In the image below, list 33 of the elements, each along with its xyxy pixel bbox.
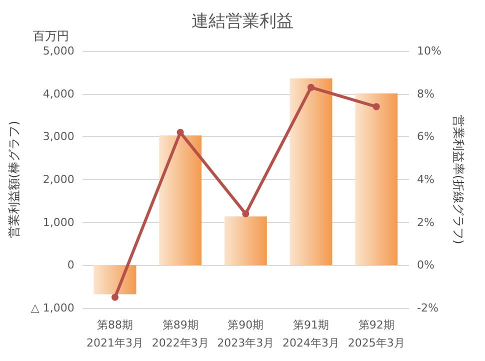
point [176,128,184,136]
point [112,294,119,301]
y2-tick-label: 0% [417,258,434,272]
y-tick-label: 5,000 [42,44,74,58]
x-tick-label: 第88期 2021年3月 [86,318,144,350]
y2-tick-label: 2% [417,216,434,229]
x-tick-label: 第91期 2024年3月 [282,318,340,350]
bar [355,93,398,266]
y-tick-label: 4,000 [42,87,74,100]
y2-tick-label: 4% [417,173,434,186]
text: 百万円 [33,29,69,43]
y-tick-label: 1,000 [42,216,74,229]
y-tick-label: 0 [67,258,74,272]
bar [159,135,202,266]
bar [224,216,267,266]
x-tick-label: 第90期 2023年3月 [217,318,274,350]
bar [94,265,136,294]
y-axis-title: 営業利益額(棒グラフ) [7,120,21,238]
bar [290,78,332,266]
y2-tick-label: 6% [417,130,434,144]
y2-tick-label: -2% [417,302,438,314]
y2-axis-title: 営業利益率(折線グラフ) [451,114,466,244]
x-tick-label: 第92期 2025年3月 [348,318,405,350]
y2-tick-label: 8% [417,87,434,100]
point [242,210,250,218]
y-tick-label: 2,000 [42,173,74,186]
x-tick-label: 第89期 2022年3月 [152,318,209,350]
y-tick-label: 3,000 [42,130,74,144]
chart-title: 連結営業利益 [192,12,294,32]
y-tick-label: △ 1,000 [30,302,74,314]
y2-tick-label: 10% [417,44,442,58]
point [372,103,380,110]
point [308,84,315,91]
